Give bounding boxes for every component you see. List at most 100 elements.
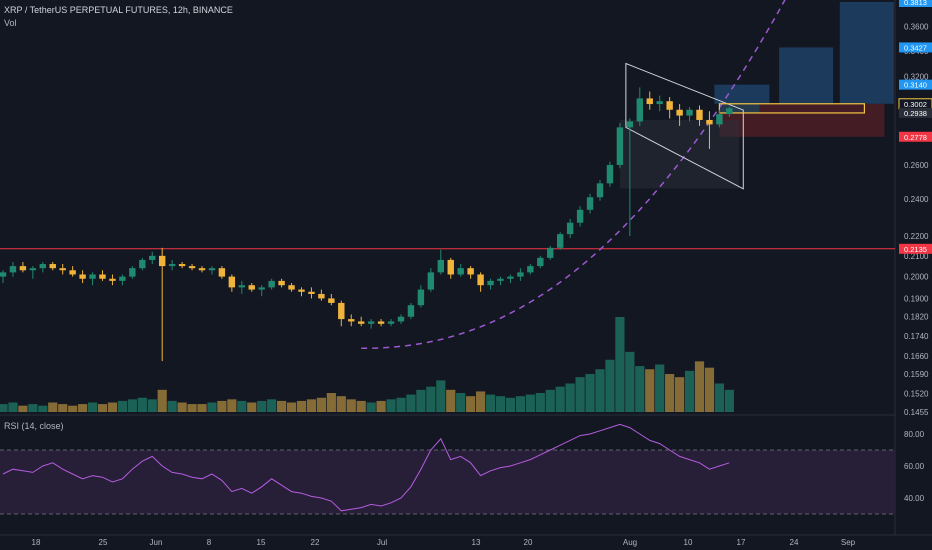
volume-bar xyxy=(237,400,247,412)
time-tick-label: Jul xyxy=(377,538,387,547)
candle-body xyxy=(437,259,444,273)
volume-bar xyxy=(157,389,167,412)
price-axis[interactable]: 0.36000.34000.32000.26000.24000.22000.21… xyxy=(898,0,932,417)
volume-bar xyxy=(296,400,307,412)
channel-shade xyxy=(619,119,740,189)
volume-bar xyxy=(535,393,545,412)
candle-body xyxy=(318,293,325,299)
volume-bar xyxy=(316,397,326,412)
candle-body xyxy=(427,272,435,290)
volume-bar xyxy=(147,399,157,412)
candle-body xyxy=(467,268,474,275)
volume-bar xyxy=(605,359,615,412)
volume-bar xyxy=(704,367,715,412)
volume-bar xyxy=(277,400,287,412)
candle-body xyxy=(686,109,693,116)
volume-bar xyxy=(615,317,625,412)
price-tag-label: 0.3002 xyxy=(904,100,927,109)
time-axis[interactable]: 18 25 Jun 8 15 22 Jul 13 20 Aug 10 17 24 Sep xyxy=(32,538,856,547)
volume-bar xyxy=(635,366,645,412)
volume-bar xyxy=(117,400,127,412)
volume-bar xyxy=(495,396,506,412)
volume-bar xyxy=(217,400,227,412)
candle-body xyxy=(129,268,136,277)
volume-bar xyxy=(714,383,724,412)
volume-bar xyxy=(356,400,366,412)
candle-body xyxy=(99,274,106,279)
volume-bar xyxy=(485,394,496,412)
rsi-pane: 80.00 60.00 40.00 xyxy=(0,423,925,515)
symbol-title[interactable]: XRP / TetherUS PERPETUAL FUTURES, 12h, B… xyxy=(4,5,233,15)
volume-bar xyxy=(466,396,476,412)
candle-body xyxy=(626,121,634,128)
time-tick-label: 10 xyxy=(684,538,693,547)
price-tag-label: 0.3427 xyxy=(904,43,927,52)
rsi-line xyxy=(2,423,730,512)
candle-body xyxy=(39,264,46,269)
candle-body xyxy=(139,259,146,269)
parabolic-curve xyxy=(361,0,786,350)
candle-body xyxy=(676,109,683,116)
candle-body xyxy=(338,302,345,320)
price-tick-label: 0.1455 xyxy=(904,408,929,417)
volume-bar xyxy=(396,397,406,412)
volume-bar xyxy=(684,370,695,412)
volume-bar xyxy=(426,386,436,412)
candle-body xyxy=(59,268,66,271)
volume-bar xyxy=(177,402,187,412)
time-tick-label: Jun xyxy=(150,538,163,547)
volume-bar xyxy=(505,397,516,412)
candle-body xyxy=(119,276,126,281)
volume-bar xyxy=(306,399,317,412)
volume-bar xyxy=(87,402,98,412)
volume-bar xyxy=(575,377,585,412)
price-tag xyxy=(899,79,932,90)
target-zone-2 xyxy=(779,47,834,104)
candle-body xyxy=(646,98,653,105)
candle-body xyxy=(566,222,574,235)
volume-bar xyxy=(326,393,336,412)
price-tick-label: 0.2100 xyxy=(904,252,929,261)
price-tag xyxy=(899,131,932,142)
volume-bar xyxy=(456,393,466,412)
candle-body xyxy=(666,101,673,110)
candle-body xyxy=(149,255,156,260)
volume-bar xyxy=(416,389,426,412)
volume-bar xyxy=(78,404,88,412)
volume-bar xyxy=(545,389,555,412)
candle-body xyxy=(208,268,216,271)
volume-bars xyxy=(0,317,734,412)
candle-body xyxy=(258,287,265,290)
volume-bar xyxy=(366,402,376,412)
rsi-tick-label: 60.00 xyxy=(904,462,925,471)
candle-body xyxy=(527,266,534,273)
candle-body xyxy=(407,305,415,317)
candles xyxy=(0,87,733,362)
candle-body xyxy=(79,274,86,279)
candle-body xyxy=(636,98,643,122)
candle-body xyxy=(377,321,385,324)
volume-label: Vol xyxy=(4,18,17,28)
volume-bar xyxy=(8,402,18,412)
volume-bar xyxy=(625,351,635,412)
price-tag-label: 0.3140 xyxy=(904,81,927,90)
candle-body xyxy=(367,321,375,324)
volume-bar xyxy=(565,383,575,412)
volume-bar xyxy=(0,404,8,412)
candle-body xyxy=(487,280,494,286)
candle-body xyxy=(457,268,464,275)
time-tick-label: 13 xyxy=(472,538,481,547)
candle-body xyxy=(417,289,425,306)
candle-body xyxy=(178,264,186,267)
volume-bar xyxy=(476,391,486,412)
price-tick-label: 0.2600 xyxy=(904,161,929,170)
price-tag xyxy=(899,42,932,53)
candle-body xyxy=(447,259,454,275)
candle-body xyxy=(328,298,335,303)
candle-body xyxy=(19,266,27,271)
candle-body xyxy=(586,197,594,210)
candle-body xyxy=(109,278,116,281)
candle-body xyxy=(248,285,255,290)
volume-bar xyxy=(595,369,605,412)
